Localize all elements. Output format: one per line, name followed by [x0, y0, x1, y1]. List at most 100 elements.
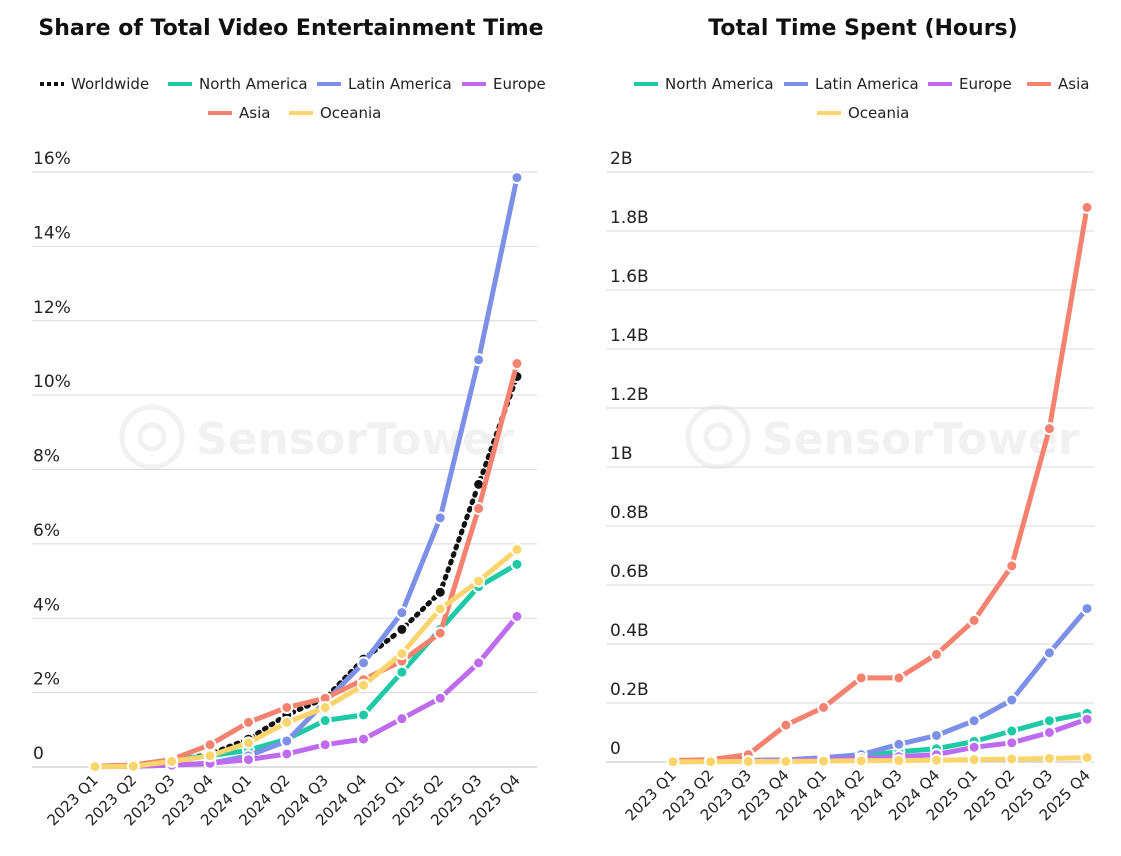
data-point [1042, 726, 1056, 739]
data-point [1042, 751, 1056, 765]
chart-1: SensorTower Share of Total Video Entertai… [32, 16, 546, 829]
data-point [1042, 646, 1056, 660]
series-line [92, 175, 520, 770]
legend-label: Oceania [320, 104, 381, 122]
y-tick-label: 1B [610, 444, 632, 464]
chart-2: SensorTower Total Time Spent (Hours) North… [606, 16, 1094, 824]
legend-label: Oceania [848, 104, 909, 122]
data-point [472, 502, 486, 516]
data-point [929, 647, 943, 661]
data-point [357, 656, 371, 670]
watermark-logo [685, 404, 751, 470]
data-point [854, 754, 868, 768]
data-point [967, 613, 981, 627]
data-point [1005, 693, 1019, 707]
data-point [433, 691, 447, 705]
data-point [395, 712, 409, 726]
data-point [1005, 736, 1019, 750]
data-point [779, 718, 793, 732]
legend-item-europe: Europe [462, 75, 546, 93]
data-point [241, 736, 255, 750]
y-tick-label: 12% [33, 298, 71, 318]
data-point [433, 511, 447, 525]
legend-label: Asia [1058, 75, 1089, 93]
legend-item-oceania: Oceania [817, 104, 909, 122]
data-point [510, 542, 524, 556]
y-tick-label: 0 [33, 744, 44, 764]
y-tick-label: 4% [33, 595, 60, 615]
series-north-america [88, 557, 524, 773]
data-point [280, 701, 294, 714]
legend-item-asia: Asia [208, 104, 270, 122]
data-point [1005, 724, 1019, 738]
y-tick-label: 1.6B [610, 267, 649, 287]
y-tick-label: 2B [610, 149, 632, 169]
series-oceania [666, 751, 1094, 769]
data-point [395, 606, 409, 620]
legend-item-asia: Asia [1027, 75, 1089, 93]
data-point [510, 609, 524, 623]
data-point [929, 728, 943, 742]
data-point [510, 357, 524, 371]
y-tick-label: 1.8B [610, 208, 649, 228]
legend-item-europe: Europe [928, 75, 1012, 93]
y-tick-label: 16% [33, 149, 71, 169]
y-tick-label: 1.4B [610, 326, 649, 346]
data-point [967, 740, 981, 754]
watermark-logo [119, 404, 185, 470]
legend-label: Europe [493, 75, 546, 93]
series-line [92, 613, 520, 770]
series-oceania [88, 542, 524, 774]
data-point [1080, 602, 1094, 616]
data-point [892, 671, 906, 685]
legend-label: Latin America [815, 75, 919, 93]
data-point [472, 353, 486, 367]
legend-label: Europe [959, 75, 1012, 93]
y-tick-label: 8% [33, 447, 60, 467]
legend-label: Worldwide [71, 75, 149, 93]
data-point [1005, 559, 1019, 573]
data-point [241, 753, 255, 767]
data-point [472, 656, 486, 670]
legend-item-north-america: North America [634, 75, 774, 93]
y-tick-label: 14% [33, 223, 71, 243]
legend-label: Latin America [348, 75, 452, 93]
series-latin-america [666, 602, 1094, 768]
legend-item-latin-america: Latin America [317, 75, 452, 93]
data-point [203, 738, 217, 752]
data-point [779, 754, 793, 768]
data-point [892, 754, 906, 768]
y-tick-label: 10% [33, 372, 71, 392]
data-point [280, 715, 294, 729]
data-point [203, 749, 217, 763]
data-point [1080, 712, 1094, 726]
data-point [741, 754, 755, 768]
y-tick-label: 0.8B [610, 503, 649, 523]
legend-label: North America [199, 75, 308, 93]
legend-item-latin-america: Latin America [784, 75, 919, 93]
data-point [357, 708, 371, 722]
data-point [433, 602, 447, 616]
data-point [929, 753, 943, 767]
data-point [318, 714, 332, 728]
data-point [892, 737, 906, 751]
data-point [1042, 714, 1056, 728]
data-point [433, 626, 447, 640]
legend-item-north-america: North America [168, 75, 308, 93]
data-point [967, 714, 981, 728]
legend-label: Asia [239, 104, 270, 122]
watermark-text: SensorTower [196, 414, 514, 465]
data-point [395, 665, 409, 679]
data-point [433, 585, 447, 599]
watermark-text: SensorTower [762, 414, 1080, 465]
data-point [510, 171, 524, 185]
series-europe [88, 609, 524, 774]
data-point [1005, 752, 1019, 766]
data-point [280, 734, 294, 748]
data-point [817, 754, 831, 768]
y-tick-label: 0.4B [610, 621, 649, 641]
data-point [318, 701, 332, 714]
watermark-logo-ring [685, 404, 751, 470]
watermark-logo-ring [119, 404, 185, 470]
